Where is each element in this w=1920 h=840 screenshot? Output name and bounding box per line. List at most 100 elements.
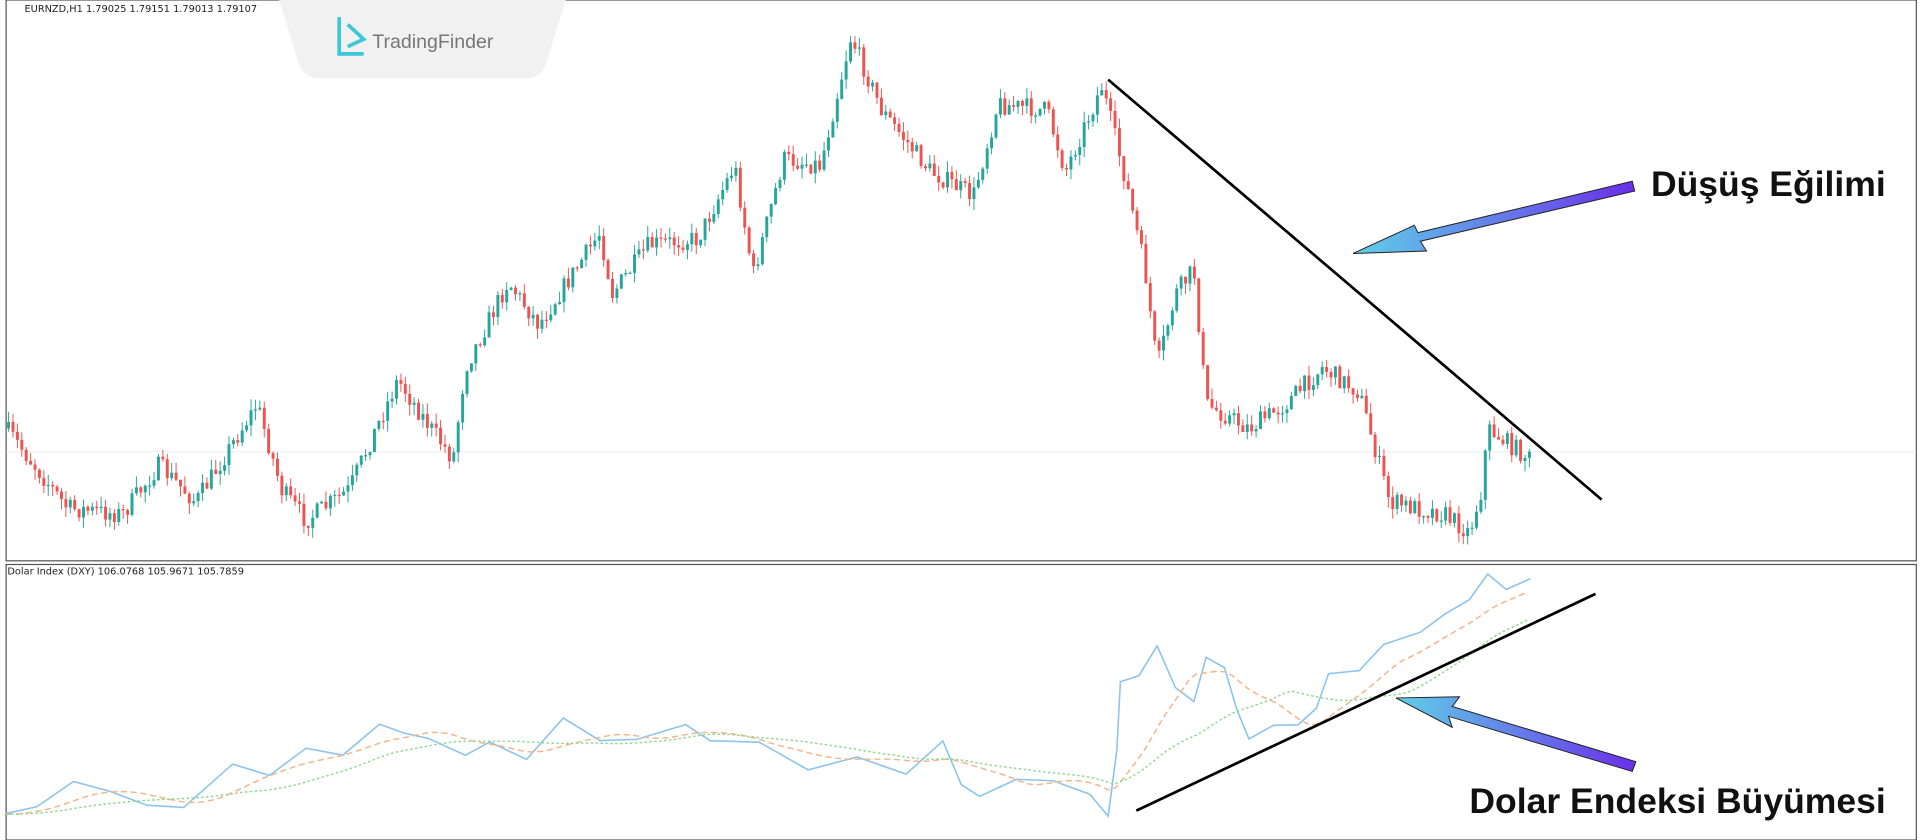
- candle-body: [1311, 385, 1315, 390]
- candle-body: [496, 294, 500, 318]
- candle-body: [1214, 407, 1218, 411]
- candle-body: [1148, 283, 1152, 312]
- candle-body: [597, 235, 601, 241]
- candle-body: [271, 453, 275, 459]
- candle-body: [1510, 433, 1514, 456]
- candle-body: [774, 188, 778, 205]
- candle-body: [1523, 457, 1527, 461]
- candle-body: [377, 420, 381, 429]
- downtrend-line: [1107, 78, 1603, 501]
- candle-body: [536, 314, 540, 329]
- candle-body: [381, 420, 385, 423]
- candle-body: [156, 456, 160, 481]
- candle-body: [628, 272, 632, 275]
- candle-body: [871, 82, 875, 87]
- candle-body: [1373, 434, 1377, 458]
- candle-body: [1201, 331, 1205, 366]
- candle-body: [42, 477, 46, 486]
- candle-body: [1016, 100, 1020, 107]
- candle-body: [64, 499, 68, 508]
- price-panel: [5, 0, 1917, 562]
- candle-body: [1435, 508, 1439, 522]
- candle-body: [487, 312, 491, 338]
- candle-body: [130, 493, 134, 515]
- candle-body: [862, 47, 866, 77]
- candle-body: [1060, 150, 1064, 168]
- candle-body: [328, 495, 332, 509]
- candle-body: [558, 302, 562, 305]
- candle-body: [90, 506, 94, 511]
- candle-body: [1162, 335, 1165, 351]
- dxy-fast-ma: [6, 591, 1528, 816]
- candle-body: [756, 264, 760, 267]
- candle-body: [985, 148, 989, 169]
- candle-body: [1307, 375, 1311, 390]
- candle-body: [192, 501, 196, 504]
- dxy-slow-ma: [6, 619, 1528, 816]
- candle-body: [1413, 501, 1417, 514]
- candle-body: [500, 294, 504, 303]
- candle-body: [267, 428, 271, 454]
- candle-body: [1245, 424, 1249, 432]
- candle-body: [1188, 266, 1192, 284]
- candle-body: [743, 207, 747, 228]
- candle-body: [562, 278, 566, 303]
- candle-body: [672, 237, 676, 246]
- candle-body: [712, 214, 716, 222]
- candle-body: [478, 344, 482, 346]
- candle-body: [1444, 507, 1448, 521]
- candle-body: [831, 121, 835, 138]
- candle-body: [725, 178, 729, 191]
- candle-body: [677, 245, 681, 248]
- candle-body: [439, 427, 443, 445]
- candle-body: [1206, 365, 1210, 400]
- candle-body: [108, 513, 112, 520]
- candle-body: [1263, 411, 1267, 419]
- candle-body: [796, 165, 800, 169]
- candle-body: [919, 145, 923, 167]
- candle-body: [690, 232, 694, 245]
- candle-body: [355, 464, 359, 476]
- candle-body: [1364, 395, 1368, 414]
- candle-body: [615, 288, 619, 298]
- candle-body: [311, 517, 315, 528]
- candle-body: [86, 506, 90, 511]
- candle-body: [575, 267, 579, 269]
- candle-body: [289, 486, 293, 496]
- candle-body: [1236, 413, 1240, 426]
- candle-body: [1514, 439, 1518, 456]
- candle-body: [857, 47, 861, 49]
- candle-body: [884, 111, 888, 116]
- candle-body: [1448, 507, 1452, 523]
- candle-body: [205, 482, 209, 489]
- candle-body: [179, 479, 182, 487]
- candle-body: [531, 314, 535, 319]
- candle-body: [1250, 424, 1254, 432]
- candle-body: [126, 509, 130, 515]
- candle-body: [165, 459, 169, 479]
- candle-body: [518, 293, 522, 295]
- candle-body: [29, 460, 33, 465]
- candle-body: [1259, 411, 1262, 430]
- candle-body: [932, 163, 936, 176]
- dxy-line: [5, 572, 1531, 819]
- candle-body: [350, 475, 354, 486]
- candle-body: [408, 393, 412, 405]
- candle-body: [990, 137, 994, 149]
- candle-body: [174, 472, 178, 480]
- candle-body: [474, 344, 478, 364]
- candle-body: [104, 506, 108, 520]
- candle-body: [1020, 100, 1024, 106]
- candle-body: [553, 304, 557, 315]
- candle-body: [11, 421, 15, 432]
- candle-body: [82, 506, 85, 518]
- candle-body: [972, 187, 976, 199]
- candle-body: [822, 150, 826, 170]
- candle-body: [1073, 154, 1077, 157]
- candle-body: [293, 495, 297, 502]
- candle-body: [1422, 516, 1426, 518]
- candle-body: [1029, 98, 1033, 116]
- candle-body: [1298, 385, 1302, 392]
- candle-body: [386, 401, 390, 421]
